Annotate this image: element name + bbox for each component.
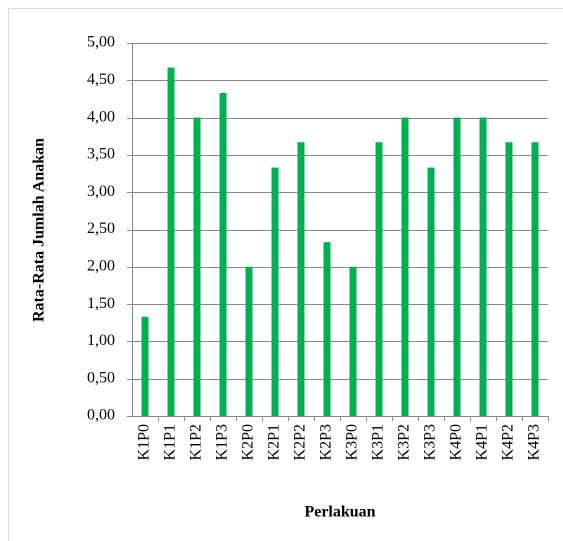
y-axis-title: Rata-Rata Jumlah Anakan (31, 138, 48, 322)
x-tick-label: K3P2 (396, 424, 413, 460)
bar (297, 142, 305, 416)
bar (141, 316, 149, 416)
x-tick-label: K3P3 (422, 424, 439, 460)
y-tick-label: 4,00 (87, 108, 115, 125)
y-tick-label: 4,50 (87, 71, 115, 88)
x-tick-label: K1P3 (214, 424, 231, 460)
x-tick-label: K4P1 (474, 424, 491, 460)
y-tick-label: 2,00 (87, 257, 115, 274)
x-tick-label: K4P0 (448, 424, 465, 460)
x-tick-label: K4P2 (500, 424, 517, 460)
bar (427, 167, 435, 416)
x-tick-label: K4P3 (526, 424, 543, 460)
y-tick-label: 0,50 (87, 369, 115, 386)
bar (245, 266, 253, 416)
x-axis-title: Perlakuan (304, 504, 375, 521)
x-tick-label: K3P0 (344, 424, 361, 460)
y-tick-label: 0,00 (87, 407, 115, 424)
bar (323, 242, 331, 416)
y-tick-label: 3,00 (87, 183, 115, 200)
y-tick-label: 1,00 (87, 332, 115, 349)
bar (349, 266, 357, 416)
x-tick-label: K1P1 (162, 424, 179, 460)
x-tick-label: K2P1 (266, 424, 283, 460)
x-tick-label: K1P2 (188, 424, 205, 460)
x-tick-label: K2P0 (240, 424, 257, 460)
y-tick-label: 1,50 (87, 295, 115, 312)
x-tick-label: K1P0 (136, 424, 153, 460)
bar (219, 92, 227, 417)
x-tick-label: K2P2 (292, 424, 309, 460)
bar (531, 142, 539, 416)
bar (479, 117, 487, 416)
y-tick-label: 3,50 (87, 146, 115, 163)
bar (453, 117, 461, 416)
y-tick-label: 2,50 (87, 220, 115, 237)
bar (271, 167, 279, 416)
chart-frame (8, 8, 563, 541)
bar (401, 117, 409, 416)
y-tick-label: 5,00 (87, 34, 115, 51)
bar (193, 117, 201, 416)
bar (375, 142, 383, 416)
x-tick-label: K3P1 (370, 424, 387, 460)
bar (505, 142, 513, 416)
x-tick-label: K2P3 (318, 424, 335, 460)
bar (167, 67, 175, 417)
